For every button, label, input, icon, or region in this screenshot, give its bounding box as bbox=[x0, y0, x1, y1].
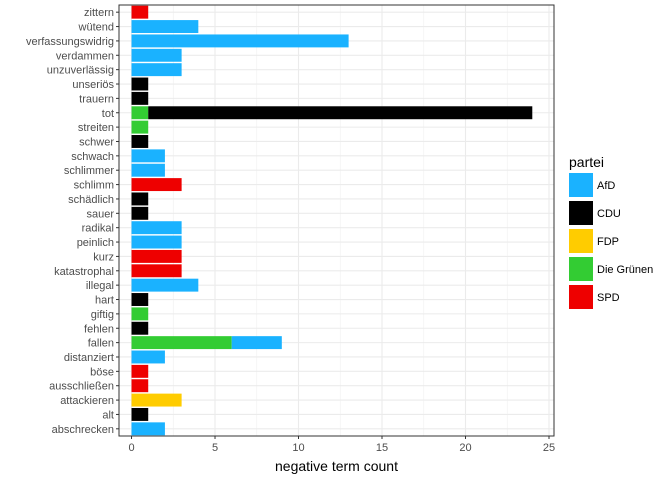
bar-peinlich-AfD bbox=[131, 235, 182, 249]
bar-streiten-Die-Grünen bbox=[131, 120, 149, 134]
legend-label: Die Grünen bbox=[597, 264, 653, 276]
legend: partei AfD CDU FDP Die Grünen SPD bbox=[569, 154, 653, 309]
bar-wütend-AfD bbox=[131, 20, 199, 34]
y-tick-label: ausschließen bbox=[49, 381, 114, 393]
y-tick-label: verdammen bbox=[56, 50, 114, 62]
y-tick-label: hart bbox=[95, 295, 114, 307]
x-tick-label: 5 bbox=[212, 442, 218, 454]
legend-key-AfD bbox=[569, 173, 593, 197]
y-tick-label: fallen bbox=[88, 338, 114, 350]
bar-abschrecken-AfD bbox=[131, 422, 165, 436]
x-axis-ticks: 0 5 10 15 20 25 bbox=[128, 436, 555, 454]
x-tick-label: 0 bbox=[128, 442, 134, 454]
y-tick-label: trauern bbox=[79, 93, 114, 105]
y-tick-label: schwer bbox=[79, 136, 114, 148]
bar-distanziert-AfD bbox=[131, 350, 165, 364]
bar-radikal-AfD bbox=[131, 221, 182, 235]
bar-fallen-Die-Grünen bbox=[131, 336, 232, 350]
bar-schwer-CDU bbox=[131, 135, 149, 148]
y-tick-label: illegal bbox=[86, 280, 114, 292]
y-tick-label: fehlen bbox=[84, 323, 114, 335]
y-tick-label: radikal bbox=[82, 223, 114, 235]
bar-trauern-CDU bbox=[131, 91, 149, 105]
legend-label: SPD bbox=[597, 292, 620, 304]
bar-schlimm-SPD bbox=[131, 178, 182, 192]
y-tick-label: alt bbox=[102, 409, 114, 421]
y-tick-label: unseriös bbox=[72, 79, 114, 91]
legend-key-SPD bbox=[569, 285, 593, 309]
y-tick-label: katastrophal bbox=[54, 266, 114, 278]
legend-key-Die-Grünen bbox=[569, 257, 593, 281]
bar-zittern-SPD bbox=[131, 5, 149, 19]
legend-key-CDU bbox=[569, 201, 593, 225]
y-tick-label: zittern bbox=[84, 7, 114, 19]
x-tick-label: 15 bbox=[376, 442, 388, 454]
y-axis-ticks: zittern wütend verfassungswidrig verdammen u… bbox=[26, 7, 119, 436]
bar-verdammen-AfD bbox=[131, 48, 182, 62]
bar-tot-Die-Grünen bbox=[131, 106, 149, 120]
y-tick-label: unzuverlässig bbox=[47, 65, 114, 77]
x-tick-label: 20 bbox=[459, 442, 471, 454]
bar-illegal-AfD bbox=[131, 278, 199, 292]
x-axis-title: negative term count bbox=[275, 458, 398, 474]
y-tick-label: verfassungswidrig bbox=[26, 36, 114, 48]
panel-border bbox=[118, 4, 555, 437]
y-tick-label: schlimmer bbox=[64, 165, 114, 177]
legend-label: CDU bbox=[597, 208, 621, 220]
bar-fallen-AfD bbox=[231, 336, 282, 350]
y-tick-label: schwach bbox=[71, 151, 114, 163]
bar-unseriös-CDU bbox=[131, 77, 149, 91]
bar-hart-CDU bbox=[131, 293, 149, 306]
y-tick-label: attackieren bbox=[60, 395, 114, 407]
bar-ausschließen-SPD bbox=[131, 379, 149, 393]
bar-verfassungswidrig-AfD bbox=[131, 34, 349, 48]
y-tick-label: wütend bbox=[78, 22, 114, 34]
bar-schwach-AfD bbox=[131, 149, 165, 163]
y-tick-label: sauer bbox=[86, 208, 114, 220]
x-tick-label: 25 bbox=[543, 442, 555, 454]
bars bbox=[131, 5, 533, 436]
x-tick-label: 10 bbox=[292, 442, 304, 454]
bar-sauer-CDU bbox=[131, 206, 149, 220]
bar-böse-SPD bbox=[131, 364, 149, 378]
y-tick-label: tot bbox=[102, 108, 114, 120]
y-tick-label: distanziert bbox=[64, 352, 114, 364]
legend-title: partei bbox=[569, 154, 604, 170]
y-tick-label: peinlich bbox=[77, 237, 114, 249]
bar-alt-CDU bbox=[131, 407, 149, 421]
legend-key-FDP bbox=[569, 229, 593, 253]
legend-label: FDP bbox=[597, 236, 619, 248]
y-tick-label: giftig bbox=[91, 309, 114, 321]
y-tick-label: schlimm bbox=[74, 180, 114, 192]
bar-tot-CDU bbox=[148, 106, 533, 120]
bar-katastrophal-SPD bbox=[131, 264, 182, 278]
bar-kurz-SPD bbox=[131, 249, 182, 263]
y-tick-label: schädlich bbox=[68, 194, 114, 206]
y-tick-label: böse bbox=[90, 366, 114, 378]
bar-schlimmer-AfD bbox=[131, 163, 165, 177]
bar-fehlen-CDU bbox=[131, 321, 149, 335]
bar-unzuverlässig-AfD bbox=[131, 63, 182, 77]
y-tick-label: abschrecken bbox=[52, 424, 114, 436]
bar-giftig-Die-Grünen bbox=[131, 307, 149, 321]
panel-background bbox=[119, 5, 554, 436]
y-tick-label: kurz bbox=[93, 251, 114, 263]
plot-panel bbox=[119, 5, 554, 436]
legend-label: AfD bbox=[597, 180, 615, 192]
y-tick-label: streiten bbox=[78, 122, 114, 134]
bar-attackieren-FDP bbox=[131, 393, 182, 407]
bar-schädlich-CDU bbox=[131, 192, 149, 206]
